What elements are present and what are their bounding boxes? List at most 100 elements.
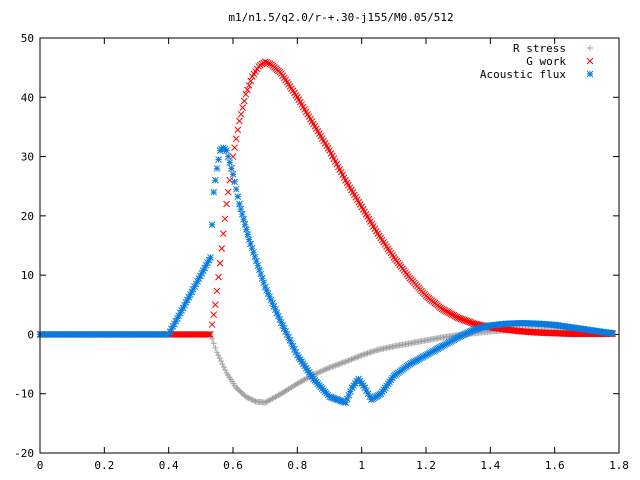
legend-label: Acoustic flux [480, 68, 566, 81]
data-point [247, 240, 254, 248]
data-point [346, 356, 353, 363]
data-point [235, 387, 242, 394]
data-point [245, 395, 252, 402]
data-point [215, 156, 222, 163]
data-point [233, 384, 240, 391]
data-point [333, 361, 340, 368]
data-point [199, 267, 207, 274]
data-point [237, 110, 245, 118]
data-point [352, 354, 359, 361]
y-tick-label: 30 [21, 151, 34, 164]
data-point [248, 396, 255, 403]
data-point [218, 358, 225, 365]
legend-label: R stress [513, 42, 566, 55]
data-point [357, 352, 364, 359]
data-point [219, 361, 226, 368]
tick-labels: 0 0.2 0.4 0.6 0.8 1 1.2 1.4 1.6 1.8 -20 -10 0 10 20 30 4… [14, 32, 629, 472]
data-point [322, 366, 329, 373]
data-point [335, 361, 342, 368]
data-point [325, 365, 332, 372]
data-point [354, 353, 361, 360]
chart-title: m1/n1.5/q2.0/r-+.30-j155/M0.05/512 [228, 11, 453, 24]
data-point [213, 165, 221, 172]
data-point [266, 60, 274, 68]
data-point [316, 369, 323, 376]
x-tick-label: 1.6 [545, 459, 565, 472]
data-point [329, 363, 336, 370]
data-point [237, 388, 244, 395]
data-point [366, 393, 374, 401]
data-point [231, 178, 238, 186]
data-point [242, 393, 249, 400]
data-point [255, 266, 263, 274]
data-point [609, 329, 616, 337]
data-point [332, 362, 339, 369]
data-point [351, 355, 358, 362]
data-point [320, 367, 327, 374]
data-point [344, 358, 351, 365]
data-point [231, 144, 238, 152]
data-point [220, 364, 227, 371]
data-point [260, 279, 268, 287]
legend-marker [586, 57, 594, 65]
data-point [236, 200, 243, 208]
data-point [251, 397, 258, 404]
legend-marker [587, 45, 593, 51]
data-point [213, 287, 221, 295]
data-point [238, 389, 245, 396]
y-tick-label: -10 [14, 388, 34, 401]
data-point [221, 215, 229, 223]
data-point [314, 369, 321, 376]
data-point [215, 352, 222, 359]
data-point [213, 349, 220, 356]
data-point [336, 360, 343, 367]
data-point [245, 236, 253, 243]
data-point [355, 353, 362, 360]
x-tick-label: 1.2 [416, 459, 436, 472]
data-point [249, 397, 256, 404]
y-tick-label: -20 [14, 447, 34, 460]
data-point [251, 253, 259, 261]
data-point [345, 357, 352, 364]
x-tick-label: 1.8 [609, 459, 629, 472]
data-point [247, 77, 255, 85]
data-point [327, 364, 334, 371]
data-point [323, 365, 330, 372]
data-point [247, 395, 254, 402]
data-point [319, 367, 326, 374]
data-point [240, 97, 248, 105]
plot-frame [39, 37, 620, 454]
data-point [348, 356, 355, 363]
series-acoustic-flux [36, 144, 616, 406]
series-g-work [36, 58, 616, 338]
y-tick-label: 40 [21, 91, 34, 104]
data-point [204, 331, 211, 338]
data-point [211, 176, 219, 184]
data-point [226, 176, 234, 184]
data-point [239, 104, 247, 112]
data-point [244, 394, 251, 401]
data-point [226, 159, 234, 166]
data-point [208, 321, 216, 328]
legend-label: G work [526, 55, 566, 68]
data-point [229, 153, 237, 160]
data-point [228, 165, 235, 172]
data-point [342, 358, 349, 365]
data-point [349, 355, 356, 362]
data-point [189, 285, 197, 293]
data-point [339, 359, 346, 366]
data-point [205, 331, 213, 338]
data-point [317, 368, 324, 375]
data-point [238, 210, 246, 218]
data-point [242, 90, 250, 98]
data-point [338, 360, 345, 367]
data-point [207, 331, 214, 338]
data-point [223, 147, 230, 154]
data-point [341, 359, 348, 366]
x-tick-label: 0.2 [94, 459, 114, 472]
data-point [224, 153, 232, 160]
data-point [254, 262, 262, 269]
y-tick-label: 20 [21, 210, 34, 223]
data-point [244, 231, 252, 238]
